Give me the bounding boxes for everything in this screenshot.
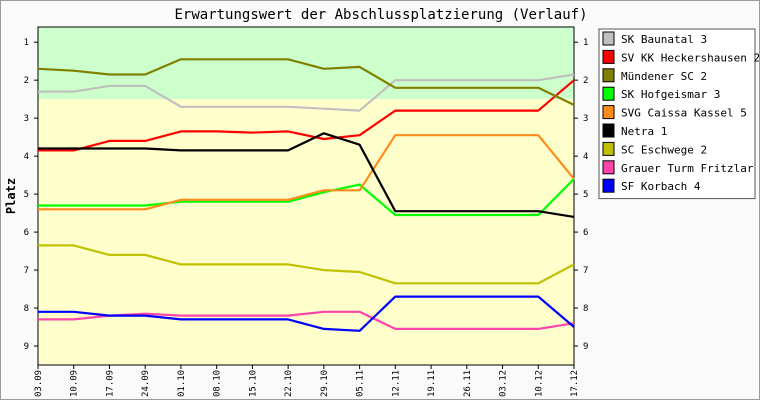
y-tick-label-right: 4 [583,152,588,162]
legend: SK Baunatal 3 SV KK Heckershausen 2 Münden… [598,28,759,200]
legend-swatch-0 [602,31,615,46]
y-tick-label-right: 1 [583,38,588,48]
legend-swatch-1 [602,49,615,64]
legend-label-4: SVG Caissa Kassel 5 [621,107,747,120]
legend-label-3: SK Hofgeismar 3 [621,88,720,101]
y-tick-label-left: 1 [24,38,29,48]
series-line-4 [38,134,575,211]
x-tick-label: 24.09 [141,370,151,397]
legend-swatch-5 [602,123,615,138]
y-tick-label-left: 6 [24,228,29,238]
legend-label-1: SV KK Heckershausen 2 [621,51,759,64]
legend-label-2: Mündener SC 2 [621,70,707,83]
series-line-0 [38,73,575,112]
y-tick-label-left: 5 [24,190,29,200]
legend-label-6: SC Eschwege 2 [621,143,707,156]
x-tick-label: 03.12 [499,370,509,397]
legend-swatch-3 [602,86,615,101]
x-tick-label: 17.12 [570,370,580,397]
x-tick-label: 17.09 [105,370,115,397]
x-tick-label: 10.12 [534,370,544,397]
legend-label-5: Netra 1 [621,125,667,138]
plot-frame [37,26,575,366]
legend-swatch-6 [602,141,615,156]
y-tick-label-right: 7 [583,266,588,276]
y-tick-label-left: 4 [24,152,29,162]
y-tick-label-left: 9 [24,342,29,352]
background-band-1 [38,99,574,366]
y-tick-label-right: 3 [583,114,588,124]
y-tick-label-right: 2 [583,76,588,86]
x-tick-label: 08.10 [213,370,223,397]
legend-swatch-7 [602,160,615,175]
x-tick-label: 10.09 [70,370,80,397]
y-tick-label-right: 8 [583,304,588,314]
series-line-5 [38,132,575,218]
x-tick-label: 05.11 [356,370,366,397]
chart-title: Erwartungswert der Abschlussplatzierung … [174,7,587,23]
y-tick-label-right: 9 [583,342,588,352]
plot-area: 1 1 2 2 3 3 4 4 5 5 6 6 7 7 8 8 9 9 03.09 10.09 17.09 24.09 01… [24,26,588,397]
x-tick-label: 12.11 [391,370,401,397]
y-tick-label-right: 5 [583,190,588,200]
y-axis-label: Platz [4,178,18,214]
y-tick-label-left: 3 [24,114,29,124]
legend-swatch-8 [602,178,615,193]
legend-swatch-2 [602,68,615,83]
series-line-2 [37,58,575,106]
legend-label-7: Grauer Turm Fritzlar 3 [621,162,759,175]
x-tick-label: 22.10 [284,370,294,397]
x-tick-label: 19.11 [427,370,437,397]
legend-label-8: SF Korbach 4 [621,180,701,193]
x-tick-label: 03.09 [34,370,44,397]
x-tick-label: 15.10 [248,370,258,397]
series-line-1 [38,79,575,152]
y-tick-label-left: 2 [24,76,29,86]
series-line-6 [38,244,575,285]
x-tick-label: 29.10 [320,370,330,397]
legend-swatch-4 [602,105,615,120]
series-line-8 [38,295,575,332]
x-tick-label: 26.11 [463,370,473,397]
legend-box [598,28,756,200]
x-tick-label: 01.10 [177,370,187,397]
y-tick-label-right: 6 [583,228,588,238]
series-line-3 [38,178,575,217]
y-tick-label-left: 7 [24,266,29,276]
y-tick-label-left: 8 [24,304,29,314]
legend-label-0: SK Baunatal 3 [621,33,707,46]
